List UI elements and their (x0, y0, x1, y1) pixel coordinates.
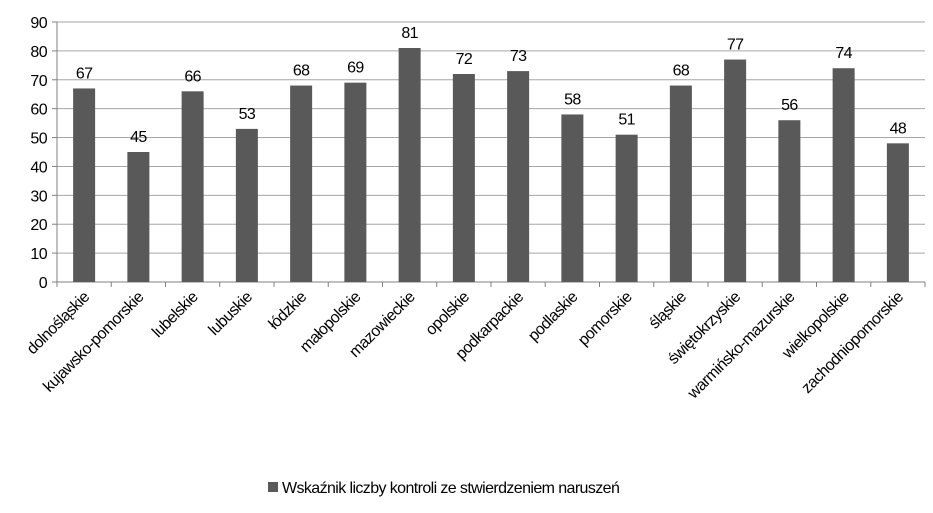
data-label: 72 (456, 51, 473, 68)
y-tick-label: 60 (30, 102, 47, 119)
y-tick-label: 90 (30, 15, 47, 32)
y-tick-label: 50 (30, 131, 47, 148)
data-label: 58 (564, 91, 581, 108)
bar (344, 82, 367, 283)
data-label: 67 (76, 65, 93, 82)
x-tick-label: łódzkie (266, 288, 311, 333)
y-tick-label: 20 (30, 217, 47, 234)
bar (832, 68, 855, 282)
x-tick-label: śląskie (646, 288, 690, 332)
data-label: 69 (347, 60, 364, 77)
bar (561, 114, 584, 282)
y-tick-label: 70 (30, 73, 47, 90)
bar (235, 128, 258, 282)
y-tick-label: 10 (30, 246, 47, 263)
bar (724, 59, 747, 282)
data-label: 73 (510, 48, 527, 65)
data-label: 68 (673, 63, 690, 80)
x-tick-label: lubuskie (206, 288, 257, 339)
data-label: 77 (727, 37, 744, 54)
data-label: 56 (781, 97, 798, 114)
y-tick-label: 30 (30, 188, 47, 205)
legend-label: Wskaźnik liczby kontroli ze stwierdzenie… (282, 480, 619, 497)
data-label: 45 (130, 129, 147, 146)
bar (181, 91, 204, 282)
x-tick-label: lubelskie (149, 288, 202, 341)
bar (452, 74, 475, 282)
data-label: 68 (293, 63, 310, 80)
data-label: 81 (401, 25, 418, 42)
bar (615, 134, 638, 282)
bar (290, 85, 313, 282)
bar (669, 85, 692, 282)
x-tick-label: kujawsko-pomorskie (40, 288, 147, 395)
x-tick-label: pomorskie (575, 288, 636, 349)
bar (778, 120, 801, 282)
x-tick-label: podlaskie (525, 288, 582, 345)
data-label: 74 (835, 45, 852, 62)
bar (127, 152, 150, 282)
data-label: 53 (239, 106, 256, 123)
y-tick-label: 80 (30, 44, 47, 61)
bar (507, 71, 530, 282)
x-tick-label: zachodniopomorskie (799, 288, 908, 397)
legend-marker (268, 482, 278, 492)
bar (886, 143, 909, 282)
bar (73, 88, 96, 282)
data-label: 51 (618, 112, 635, 129)
y-tick-label: 40 (30, 159, 47, 176)
bar (398, 48, 421, 282)
x-tick-label: opolskie (423, 288, 474, 339)
y-tick-label: 0 (39, 275, 48, 292)
data-label: 48 (890, 120, 907, 137)
x-tick-label: warmińsko-mazurskie (684, 288, 799, 403)
data-label: 66 (184, 68, 201, 85)
